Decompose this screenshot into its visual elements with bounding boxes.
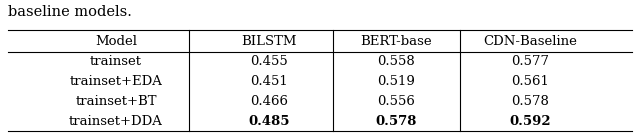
Text: BERT-base: BERT-base [361, 35, 432, 48]
Text: 0.577: 0.577 [511, 55, 549, 68]
Text: CDN-Baseline: CDN-Baseline [483, 35, 577, 48]
Text: 0.578: 0.578 [376, 115, 417, 128]
Text: trainset+BT: trainset+BT [76, 95, 157, 108]
Text: 0.451: 0.451 [250, 75, 288, 88]
Text: 0.561: 0.561 [511, 75, 549, 88]
Text: trainset+EDA: trainset+EDA [70, 75, 163, 88]
Text: 0.592: 0.592 [509, 115, 551, 128]
Text: baseline models.: baseline models. [8, 5, 132, 19]
Text: 0.558: 0.558 [378, 55, 415, 68]
Text: trainset: trainset [90, 55, 142, 68]
Text: 0.578: 0.578 [511, 95, 549, 108]
Text: 0.455: 0.455 [250, 55, 288, 68]
Text: trainset+DDA: trainset+DDA [69, 115, 163, 128]
Text: 0.485: 0.485 [248, 115, 290, 128]
Text: 0.519: 0.519 [378, 75, 415, 88]
Text: 0.466: 0.466 [250, 95, 288, 108]
Text: Model: Model [95, 35, 137, 48]
Text: BILSTM: BILSTM [241, 35, 297, 48]
Text: 0.556: 0.556 [378, 95, 415, 108]
